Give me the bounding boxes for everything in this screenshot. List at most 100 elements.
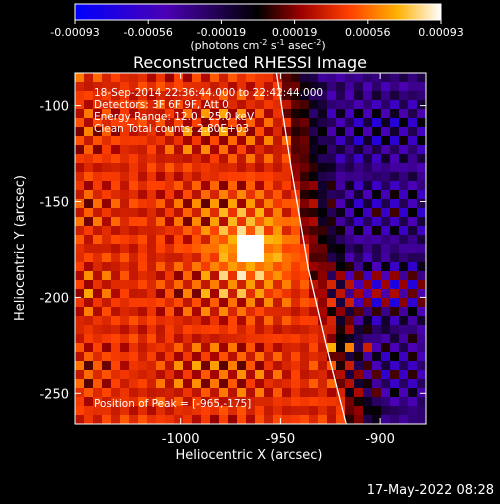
- heatmap-cell: [291, 388, 300, 397]
- heatmap-cell: [309, 172, 318, 181]
- heatmap-cell: [408, 271, 417, 280]
- heatmap-cell: [246, 271, 255, 280]
- heatmap-cell: [156, 253, 165, 262]
- heatmap-cell: [264, 361, 273, 370]
- heatmap-cell: [354, 415, 363, 424]
- heatmap-cell: [84, 334, 93, 343]
- heatmap-cell: [75, 118, 84, 127]
- heatmap-cell: [75, 316, 84, 325]
- heatmap-cell: [318, 172, 327, 181]
- heatmap-cell: [174, 199, 183, 208]
- heatmap-cell: [318, 343, 327, 352]
- heatmap-cell: [129, 100, 138, 109]
- heatmap-cell: [336, 379, 345, 388]
- heatmap-cell: [345, 280, 354, 289]
- heatmap-cell: [255, 199, 264, 208]
- heatmap-cell: [417, 136, 426, 145]
- heatmap-cell: [156, 82, 165, 91]
- heatmap-cell: [201, 379, 210, 388]
- heatmap-cell: [390, 181, 399, 190]
- heatmap-cell: [75, 289, 84, 298]
- heatmap-cell: [318, 118, 327, 127]
- heatmap-cell: [264, 244, 273, 253]
- heatmap-cell: [120, 316, 129, 325]
- heatmap-cell: [417, 145, 426, 154]
- heatmap-cell: [345, 361, 354, 370]
- heatmap-cell: [192, 298, 201, 307]
- heatmap-cell: [156, 181, 165, 190]
- heatmap-cell: [300, 280, 309, 289]
- heatmap-cell: [300, 343, 309, 352]
- heatmap-cell: [363, 226, 372, 235]
- heatmap-cell: [291, 73, 300, 82]
- heatmap-cell: [381, 253, 390, 262]
- heatmap-cell: [228, 136, 237, 145]
- heatmap-cell: [237, 334, 246, 343]
- heatmap-cell: [120, 145, 129, 154]
- heatmap-cell: [84, 208, 93, 217]
- heatmap-cell: [300, 136, 309, 145]
- heatmap-cell: [327, 154, 336, 163]
- heatmap-cell: [336, 307, 345, 316]
- heatmap-cell: [147, 109, 156, 118]
- heatmap-cell: [228, 253, 237, 262]
- heatmap-cell: [318, 82, 327, 91]
- heatmap-cell: [75, 199, 84, 208]
- heatmap-cell: [372, 145, 381, 154]
- heatmap-cell: [174, 388, 183, 397]
- heatmap-cell: [336, 235, 345, 244]
- heatmap-cell: [255, 361, 264, 370]
- heatmap-cell: [318, 397, 327, 406]
- heatmap-cell: [138, 397, 147, 406]
- heatmap-cell: [183, 415, 192, 424]
- heatmap-cell: [372, 388, 381, 397]
- heatmap-cell: [93, 244, 102, 253]
- heatmap-cell: [102, 352, 111, 361]
- heatmap-cell: [165, 388, 174, 397]
- heatmap-cell: [273, 163, 282, 172]
- heatmap-cell: [273, 226, 282, 235]
- heatmap-cell: [309, 190, 318, 199]
- heatmap-cell: [282, 280, 291, 289]
- heatmap-cell: [75, 91, 84, 100]
- heatmap-cell: [336, 244, 345, 253]
- heatmap-cell: [219, 100, 228, 109]
- heatmap-cell: [129, 388, 138, 397]
- heatmap-cell: [264, 253, 273, 262]
- heatmap-cell: [336, 289, 345, 298]
- heatmap-cell: [201, 325, 210, 334]
- heatmap-cell: [390, 82, 399, 91]
- heatmap-cell: [84, 190, 93, 199]
- heatmap-cell: [372, 109, 381, 118]
- heatmap-cell: [372, 370, 381, 379]
- heatmap-cell: [228, 316, 237, 325]
- heatmap-cell: [120, 289, 129, 298]
- heatmap-cell: [399, 190, 408, 199]
- heatmap-cell: [138, 352, 147, 361]
- heatmap-cell: [291, 145, 300, 154]
- heatmap-cell: [156, 343, 165, 352]
- heatmap-cell: [417, 298, 426, 307]
- heatmap-cell: [156, 298, 165, 307]
- peak-position-label: Position of Peak = [-965,-175]: [94, 398, 251, 410]
- heatmap-cell: [75, 343, 84, 352]
- heatmap-cell: [363, 190, 372, 199]
- heatmap-cell: [318, 415, 327, 424]
- heatmap-cell: [210, 298, 219, 307]
- heatmap-cell: [201, 73, 210, 82]
- heatmap-cell: [336, 136, 345, 145]
- heatmap-cell: [273, 289, 282, 298]
- heatmap-cell: [300, 181, 309, 190]
- heatmap-cell: [381, 388, 390, 397]
- heatmap-cell: [210, 199, 219, 208]
- heatmap-cell: [183, 127, 192, 136]
- heatmap-cell: [327, 73, 336, 82]
- heatmap-cell: [93, 325, 102, 334]
- heatmap-cell: [84, 262, 93, 271]
- heatmap-cell: [237, 82, 246, 91]
- heatmap-cell: [219, 181, 228, 190]
- heatmap-cell: [93, 298, 102, 307]
- heatmap-cell: [246, 253, 255, 262]
- heatmap-cell: [219, 154, 228, 163]
- heatmap-cell: [192, 370, 201, 379]
